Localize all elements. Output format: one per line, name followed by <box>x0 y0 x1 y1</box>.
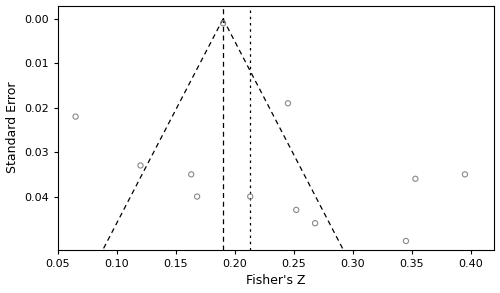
Point <box>412 176 420 181</box>
Point <box>284 101 292 105</box>
Point <box>311 221 319 226</box>
X-axis label: Fisher's Z: Fisher's Z <box>246 275 306 287</box>
Point <box>193 194 201 199</box>
Point <box>402 239 410 243</box>
Point <box>246 194 254 199</box>
Point <box>187 172 195 177</box>
Point <box>219 21 227 26</box>
Point <box>136 163 144 168</box>
Point <box>292 207 300 212</box>
Point <box>461 172 469 177</box>
Point <box>72 114 80 119</box>
Y-axis label: Standard Error: Standard Error <box>6 82 18 173</box>
